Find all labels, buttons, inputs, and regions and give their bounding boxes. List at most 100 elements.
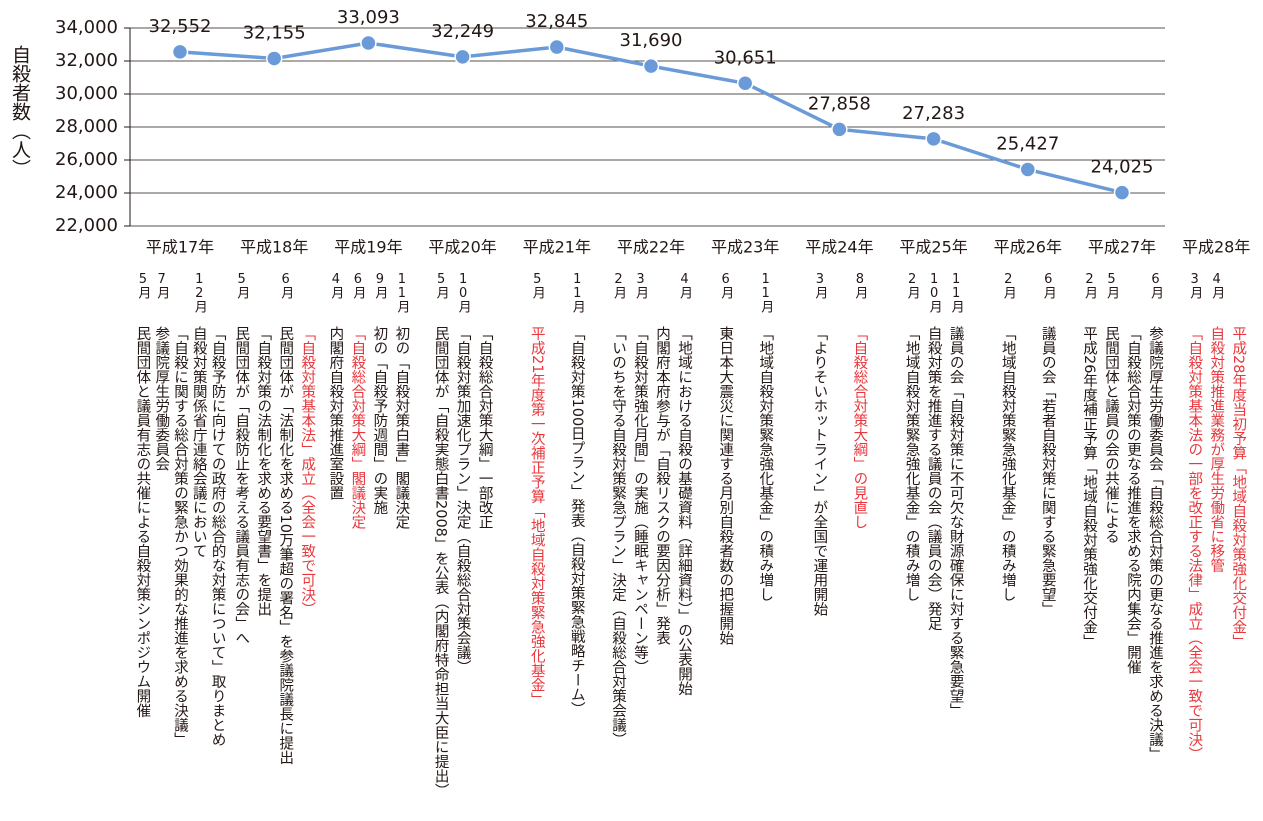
event-text: 議員の会「自殺対策に不可欠な財源確保に対する緊急要望」 [947,326,964,718]
event-text: 初の「自殺予防週間」の実施 [371,326,388,515]
month-label: 4月 [677,272,692,298]
data-point [1019,161,1037,178]
y-tick-label: 24,000 [55,182,118,203]
month-label: 2月 [1082,272,1097,298]
event-text: 初の「自殺対策白書」閣議決定 [393,326,410,529]
month-label: 6月 [350,272,366,298]
data-point [171,43,189,61]
event-text: 「いのちを守る自殺対策緊急プラン」決定（自殺総合対策会議） [610,326,626,747]
month-label: 10月 [926,272,942,312]
x-tick-label: 平成27年 [1088,238,1156,257]
month-label: 6月 [278,272,294,298]
x-tick-label: 平成22年 [617,238,685,257]
month-label: 6月 [1040,272,1056,298]
y-tick-label: 26,000 [55,149,118,170]
month-label: 2月 [904,272,920,298]
x-tick-label: 平成28年 [1182,238,1250,257]
event-text: 民間団体と議員有志の共催による自殺対策シンポジウム開催 [134,326,151,718]
x-tick-label: 平成18年 [240,238,308,257]
month-label: 11月 [948,272,964,312]
event-text: 平成28年度当初予算「地域自殺対策強化交付金」 [1230,326,1247,649]
month-label: 9月 [372,272,388,298]
event-text: 「自殺対策100日プラン」発表（自殺対策緊急戦略チーム） [568,326,585,717]
event-text: 「自殺総合対策大綱」閣議決定 [349,326,366,529]
data-point [831,121,848,138]
data-label: 32,249 [431,21,494,42]
month-label: 5月 [234,272,250,298]
data-label: 27,283 [902,103,965,124]
month-label: 11月 [758,272,774,312]
x-tick-label: 平成24年 [805,238,873,257]
month-label: 11月 [394,272,410,312]
event-text: 平成21年度第一次補正予算「地域自殺対策緊急強化基金」 [528,326,545,707]
data-label: 25,427 [996,133,1059,154]
event-text: 「自殺対策基本法」成立（全会一致で可決） [299,326,316,616]
data-point [925,130,942,148]
data-point [642,57,660,75]
month-label: 6月 [1148,272,1163,298]
event-text: 内閣府自殺対策推進室設置 [327,326,344,500]
month-label: 6月 [718,272,734,298]
x-tick-label: 平成17年 [146,238,214,257]
event-text: 「よりそいホットライン」が全国で運用開始 [811,326,828,616]
event-text: 民間団体が「自殺実態白書2008」を公表（内閣府特命担当大臣に提出） [432,326,449,798]
month-label: 11月 [569,272,585,312]
event-text: 自殺対策を推進する議員の会（議員の会）発足 [925,326,942,631]
data-point [360,34,377,52]
event-text: 平成26年度補正予算「地域自殺対策強化交付金」 [1081,326,1097,649]
event-text: 「地域自殺対策緊急強化基金」の積み増し [999,326,1016,602]
month-label: 3月 [812,272,828,298]
event-text: 内閣府本府参与が「自殺リスクの要因分析」発表 [654,326,670,645]
data-label: 27,858 [808,93,871,114]
event-text: 「自殺総合対策の更なる推進を求める院内集会」開催 [1125,326,1141,674]
event-text: 自殺対策関係省庁連絡会議において [190,326,207,558]
x-tick-label: 平成19年 [334,238,402,257]
y-tick-label: 28,000 [55,116,118,137]
event-text: 参議院厚生労働委員会 [153,326,170,471]
month-label: 7月 [154,272,170,298]
month-label: 5月 [433,272,449,298]
x-tick-label: 平成23年 [711,238,779,257]
event-text: 「自殺対策加速化プラン」決定（自殺総合対策会議） [454,326,471,674]
event-text: 「自殺総合対策大綱」の見直し [851,326,868,529]
month-label: 2月 [1000,272,1016,298]
event-text: 参議院厚生労働委員会「自殺総合対策の更なる推進を求める決議」 [1147,326,1163,761]
event-text: 「自殺に関する総合対策の緊急かつ効果的な推進を求める決議」 [172,326,188,747]
data-label: 30,651 [714,47,777,68]
event-text: 「自殺総合対策大綱」一部改正 [476,326,493,529]
event-text: 「地域自殺対策緊急強化基金」の積み増し [757,326,774,602]
y-tick-label: 34,000 [55,17,118,38]
month-label: 3月 [1187,272,1203,298]
data-label: 24,025 [1091,157,1154,178]
month-label: 5月 [529,272,545,298]
y-tick-label: 30,000 [55,83,118,104]
x-tick-label: 平成21年 [523,238,591,257]
month-label: 2月 [611,272,626,298]
data-label: 32,845 [525,11,588,32]
month-label: 12月 [191,272,207,312]
x-tick-label: 平成25年 [899,238,967,257]
month-label: 4月 [1209,272,1225,298]
x-tick-label: 平成26年 [994,238,1062,257]
data-label: 33,093 [337,7,400,28]
event-text: 民間団体と議員の会の共催による [1103,326,1119,544]
data-point [736,75,754,92]
data-label: 31,690 [620,30,683,51]
event-text: 自殺対策推進業務が厚生労働省に移管 [1208,326,1225,573]
y-tick-label: 32,000 [55,50,118,71]
data-label: 32,552 [149,16,212,37]
data-point [548,38,566,56]
event-text: 民間団体が「法制化を求める10万筆超の署名」を参議院議長に提出 [277,326,294,765]
x-tick-label: 平成20年 [428,238,496,257]
month-label: 5月 [1104,272,1119,298]
y-tick-label: 22,000 [55,215,118,236]
month-label: 3月 [633,272,648,298]
event-text: 「自殺予防に向けての政府の総合的な対策について」取りまとめ [209,326,226,747]
event-text: 「地域における自殺の基礎資料（詳細資料）」の公表開始 [676,326,692,696]
event-text: 「自殺対策基本法の一部を改正する法律」成立（全会一致で可決） [1186,326,1203,761]
month-label: 10月 [455,272,471,312]
